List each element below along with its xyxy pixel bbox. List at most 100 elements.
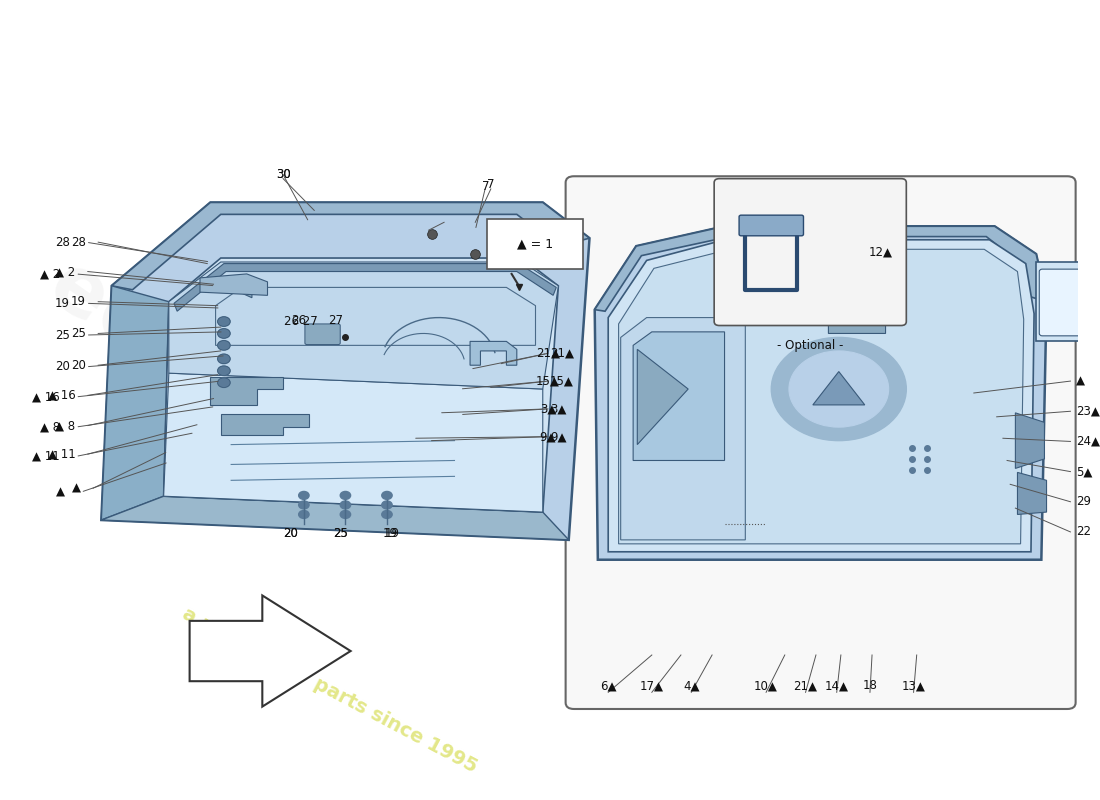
Text: 19: 19	[55, 297, 70, 310]
Polygon shape	[216, 287, 536, 346]
Text: 20: 20	[70, 358, 86, 372]
Text: 23▲: 23▲	[1076, 405, 1100, 418]
Text: ▲ 8: ▲ 8	[55, 419, 76, 432]
FancyBboxPatch shape	[305, 324, 340, 345]
Text: ▲ 2: ▲ 2	[55, 265, 76, 278]
Text: 28: 28	[70, 236, 86, 249]
Text: 3▲: 3▲	[540, 402, 557, 415]
Text: ▲: ▲	[1076, 374, 1085, 387]
Text: 10▲: 10▲	[755, 679, 778, 692]
Polygon shape	[221, 414, 309, 435]
Polygon shape	[1015, 413, 1045, 469]
FancyBboxPatch shape	[739, 215, 803, 236]
Text: 22: 22	[1076, 526, 1090, 538]
Polygon shape	[634, 332, 725, 461]
Circle shape	[789, 351, 889, 427]
Text: 5▲: 5▲	[1076, 465, 1092, 478]
Text: ▲ = 1: ▲ = 1	[517, 238, 553, 250]
Text: 9▲: 9▲	[550, 430, 566, 443]
Circle shape	[299, 510, 309, 518]
Text: ▲: ▲	[72, 482, 80, 494]
Text: 25: 25	[333, 527, 348, 540]
Text: 21▲: 21▲	[793, 679, 817, 692]
Text: 24▲: 24▲	[1076, 435, 1100, 448]
Text: 30: 30	[276, 168, 290, 181]
Text: ▲ 2: ▲ 2	[40, 267, 59, 281]
Text: ▲ 16: ▲ 16	[32, 390, 59, 403]
Circle shape	[382, 501, 393, 509]
Text: 26 27: 26 27	[284, 315, 318, 328]
Polygon shape	[210, 377, 283, 405]
Polygon shape	[164, 258, 559, 512]
Text: 7: 7	[482, 180, 490, 193]
Polygon shape	[637, 350, 689, 445]
Circle shape	[340, 501, 351, 509]
Polygon shape	[813, 371, 865, 405]
FancyBboxPatch shape	[1040, 269, 1091, 336]
Text: 3▲: 3▲	[550, 402, 566, 415]
Circle shape	[218, 317, 230, 326]
Circle shape	[299, 501, 309, 509]
Text: 6▲: 6▲	[600, 679, 616, 692]
Text: 20: 20	[283, 527, 298, 540]
Circle shape	[299, 491, 309, 499]
Text: a passion for parts since 1995: a passion for parts since 1995	[179, 605, 481, 777]
Polygon shape	[620, 318, 746, 540]
Polygon shape	[595, 226, 1046, 560]
Text: eClassics: eClassics	[33, 246, 418, 548]
Polygon shape	[1036, 262, 1097, 342]
Polygon shape	[101, 202, 590, 540]
Text: - Optional -: - Optional -	[777, 339, 844, 352]
Text: 21▲: 21▲	[536, 347, 560, 360]
Polygon shape	[101, 286, 168, 520]
FancyBboxPatch shape	[714, 178, 906, 326]
Text: 9▲: 9▲	[540, 430, 557, 443]
Text: 26: 26	[292, 314, 306, 327]
Polygon shape	[112, 202, 590, 290]
Text: 12▲: 12▲	[869, 246, 893, 258]
Text: 29: 29	[1076, 495, 1090, 508]
Polygon shape	[168, 262, 559, 389]
Text: 15▲: 15▲	[550, 374, 574, 387]
FancyBboxPatch shape	[565, 176, 1076, 709]
Polygon shape	[618, 250, 1024, 544]
Text: ▲ 11: ▲ 11	[47, 448, 76, 461]
Text: 18: 18	[862, 679, 878, 692]
Polygon shape	[608, 240, 1034, 552]
Circle shape	[218, 366, 230, 375]
Circle shape	[218, 378, 230, 387]
Polygon shape	[174, 263, 557, 311]
Text: ▲ 16: ▲ 16	[47, 389, 76, 402]
Polygon shape	[218, 279, 252, 298]
Circle shape	[340, 510, 351, 518]
Text: ▲ 11: ▲ 11	[32, 450, 59, 463]
Text: 17▲: 17▲	[640, 679, 663, 692]
Circle shape	[340, 491, 351, 499]
Text: 13▲: 13▲	[902, 679, 925, 692]
Polygon shape	[1018, 472, 1046, 514]
Circle shape	[218, 341, 230, 350]
Text: 7: 7	[487, 178, 495, 190]
FancyBboxPatch shape	[814, 253, 880, 273]
Text: 19: 19	[383, 527, 397, 540]
Text: eClassics: eClassics	[620, 306, 953, 567]
Text: 25: 25	[55, 329, 70, 342]
Circle shape	[218, 354, 230, 364]
Text: ▲ 8: ▲ 8	[40, 421, 59, 434]
Circle shape	[771, 338, 906, 441]
Text: ▲: ▲	[56, 486, 65, 498]
Text: 15▲: 15▲	[536, 374, 560, 387]
Text: 21▲: 21▲	[550, 347, 574, 360]
Text: 19: 19	[70, 295, 86, 308]
Polygon shape	[189, 595, 351, 706]
Text: 25: 25	[333, 527, 348, 540]
Polygon shape	[828, 302, 886, 334]
Polygon shape	[200, 274, 267, 295]
Polygon shape	[470, 342, 517, 366]
Text: 19: 19	[385, 527, 399, 540]
Text: 27: 27	[329, 314, 343, 327]
Text: 20: 20	[55, 360, 70, 374]
FancyBboxPatch shape	[486, 219, 583, 269]
Circle shape	[382, 491, 393, 499]
Polygon shape	[595, 226, 1046, 311]
